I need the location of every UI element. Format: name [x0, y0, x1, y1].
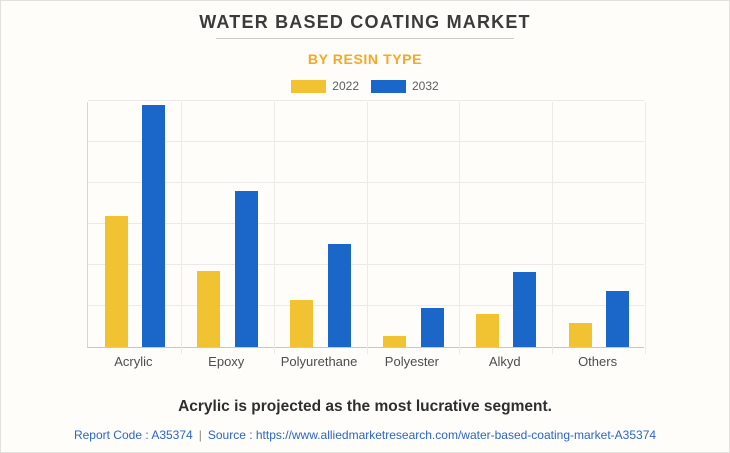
- report-line: Report Code : A35374 | Source : https://ww…: [1, 428, 729, 442]
- bar-acrylic-2022[interactable]: [104, 216, 128, 347]
- vertical-gridline: [367, 102, 368, 354]
- insight-text: Acrylic is projected as the most lucrati…: [178, 398, 552, 415]
- x-axis-label-others: Others: [578, 354, 618, 369]
- vertical-gridline: [274, 102, 275, 354]
- horizontal-gridline: [88, 305, 644, 306]
- horizontal-gridline: [88, 264, 644, 265]
- x-axis-labels: Acrylic Epoxy Polyurethane Polyester Alkyd Ot…: [87, 354, 644, 370]
- legend-item-2022[interactable]: 2022: [291, 79, 359, 93]
- vertical-gridline: [181, 102, 182, 354]
- bar-alkyd-2022[interactable]: [475, 314, 499, 347]
- legend-swatch-2022: [291, 79, 327, 93]
- vertical-gridline: [459, 102, 460, 354]
- bar-polyester-2032[interactable]: [420, 308, 444, 347]
- legend-label-2032: 2032: [412, 79, 439, 93]
- x-axis-label-acrylic: Acrylic: [114, 354, 153, 369]
- title-divider: [216, 38, 514, 39]
- bar-alkyd-2032[interactable]: [513, 272, 537, 347]
- legend-item-2032[interactable]: 2032: [371, 79, 439, 93]
- vertical-gridline: [645, 102, 646, 354]
- report-code: Report Code : A35374: [73, 428, 193, 442]
- bar-polyurethane-2022[interactable]: [290, 300, 314, 347]
- x-axis-label-polyester: Polyester: [384, 354, 440, 369]
- horizontal-gridline: [88, 100, 644, 101]
- bar-epoxy-2022[interactable]: [197, 271, 221, 347]
- x-axis-label-alkyd: Alkyd: [488, 354, 521, 369]
- bar-polyester-2022[interactable]: [383, 336, 406, 347]
- horizontal-gridline: [88, 223, 644, 224]
- source-link[interactable]: Source : https://www.alliedmarketresearc…: [207, 428, 657, 442]
- report-separator: |: [198, 428, 202, 442]
- bar-acrylic-2032[interactable]: [142, 105, 165, 347]
- plot-area: [87, 100, 646, 354]
- bar-epoxy-2032[interactable]: [234, 191, 258, 347]
- legend-swatch-2032: [371, 79, 406, 93]
- horizontal-gridline: [88, 182, 644, 183]
- bar-others-2032[interactable]: [606, 291, 630, 347]
- x-axis-label-polyurethane: Polyurethane: [280, 354, 358, 369]
- bar-others-2022[interactable]: [568, 323, 592, 347]
- vertical-gridline: [552, 102, 553, 354]
- page-title: WATER BASED COATING MARKET: [199, 12, 531, 32]
- bar-polyurethane-2032[interactable]: [327, 244, 351, 347]
- horizontal-gridline: [88, 141, 644, 142]
- legend: 2022 2032: [1, 79, 729, 93]
- x-axis-label-epoxy: Epoxy: [208, 354, 245, 369]
- legend-label-2022: 2022: [332, 79, 359, 93]
- page-subtitle: BY RESIN TYPE: [307, 51, 423, 67]
